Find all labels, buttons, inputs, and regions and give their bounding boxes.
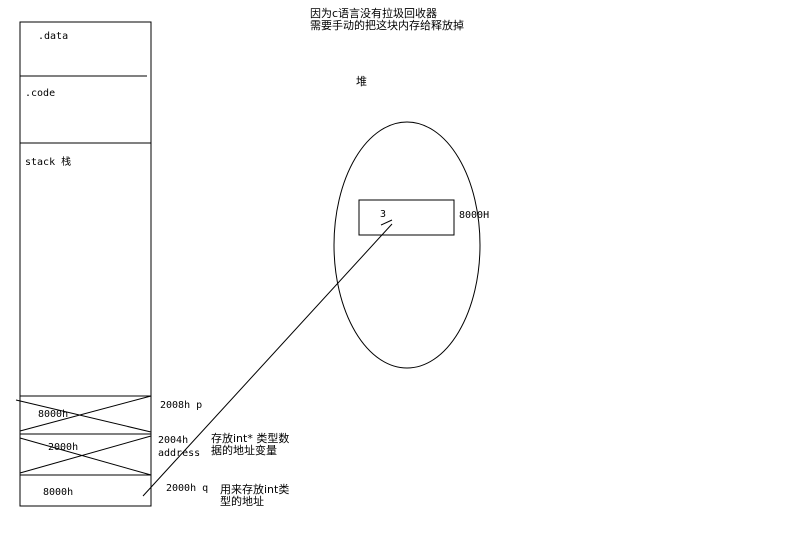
pointer-arrow-head [380, 219, 393, 226]
cell-address-value: 2000h [48, 442, 78, 453]
segment-code-label: .code [25, 88, 55, 99]
note-line-2: 需要手动的把这块内存给释放掉 [310, 18, 464, 32]
cell-q-address: 2000h q [166, 483, 208, 494]
int-desc-line-1: 用来存放int类 [220, 482, 289, 496]
strike-p-cell-b [19, 395, 152, 432]
strike-address-cell-a [19, 437, 152, 476]
strike-p-cell-a [15, 399, 152, 433]
heap-title: 堆 [356, 75, 367, 88]
heap-block [358, 199, 455, 236]
ptr-desc-line-1: 存放int* 类型数 [211, 431, 289, 445]
ptr-desc-line-2: 据的地址变量 [211, 443, 277, 457]
memory-column [19, 21, 152, 507]
note-line-1: 因为c语言没有拉圾回收器 [310, 6, 437, 20]
cell-address-address: 2004h [158, 435, 188, 446]
strike-address-cell-b [19, 435, 152, 474]
cell-q-value: 8000h [43, 487, 73, 498]
pointer-arrow-line [142, 223, 393, 497]
segment-stack-label: stack 栈 [25, 155, 71, 168]
cell-p-address: 2008h p [160, 400, 202, 411]
int-desc-line-2: 型的地址 [220, 494, 264, 508]
segment-data-label: .data [38, 31, 68, 42]
cell-p-value: 8000h [38, 409, 68, 420]
cell-address-sublabel: address [158, 448, 200, 459]
heap-block-value: 3 [380, 209, 386, 220]
heap-ellipse [333, 121, 481, 369]
heap-block-address: 8000H [459, 210, 489, 221]
